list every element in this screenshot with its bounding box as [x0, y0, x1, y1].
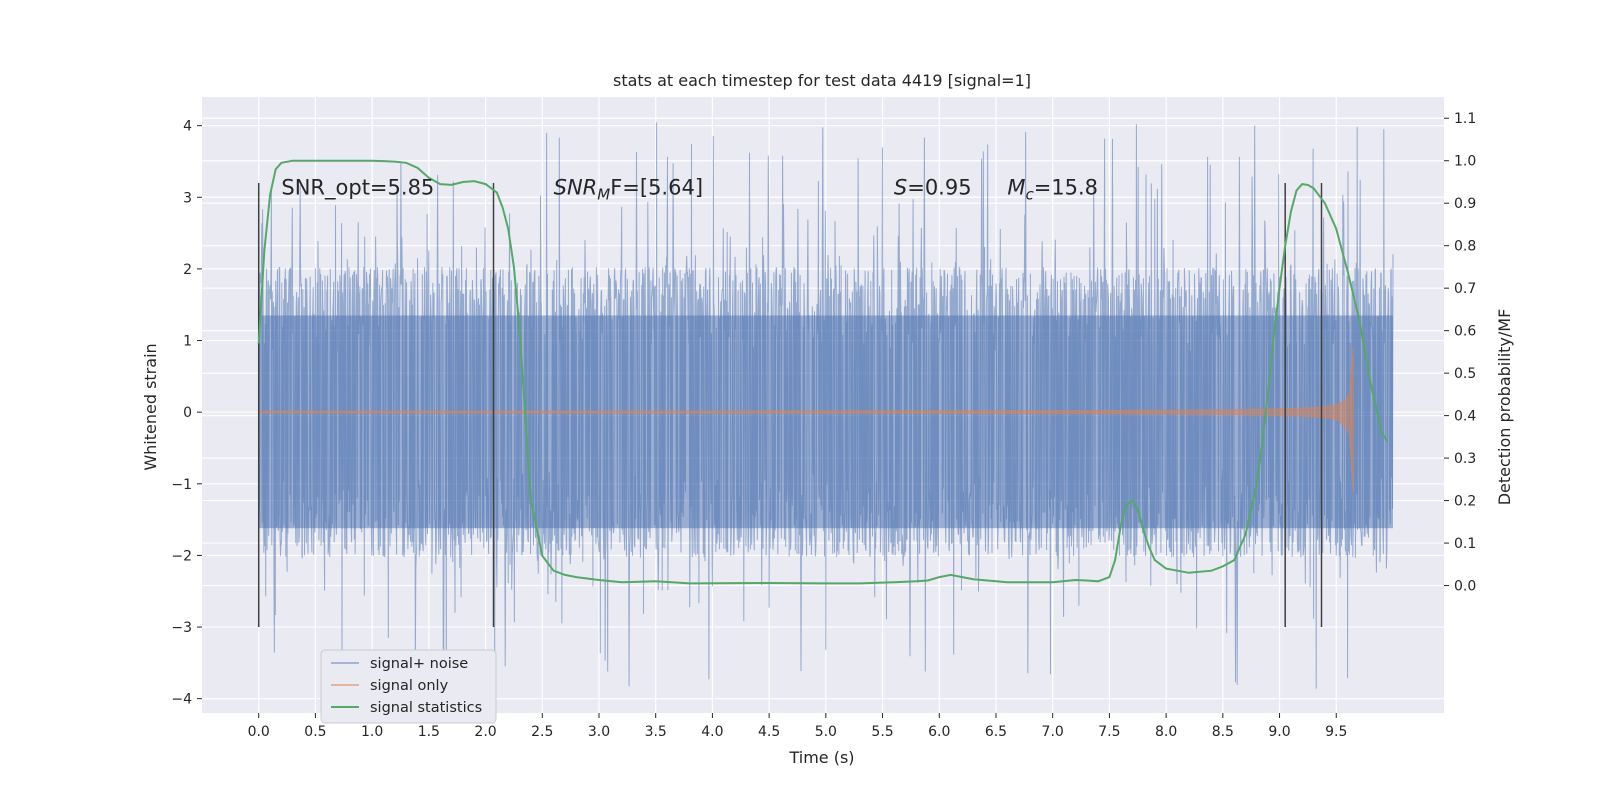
y-tick-label-7: 3 [183, 190, 192, 206]
legend: signal+ noise signal only signal statist… [320, 649, 497, 724]
y2-tick-label-11: 1.1 [1454, 111, 1476, 127]
y-tick-label-6: 2 [183, 262, 192, 278]
y-tick-label-1: −3 [171, 620, 192, 636]
y2-tick-label-5: 0.5 [1454, 366, 1476, 382]
x-tick-label-4: 2.0 [474, 724, 496, 740]
annotation-snr-mf-value: F=[5.64] [610, 176, 703, 200]
legend-label-signal-noise: signal+ noise [370, 656, 468, 672]
y-tick-label-4: 0 [183, 405, 192, 421]
annotation-snr-mf-symbol: SNR [554, 176, 598, 200]
annotation-mc-value: =15.8 [1034, 176, 1098, 200]
y2-tick-label-0: 0.0 [1454, 579, 1476, 595]
series-signal-noise-line [258, 122, 1394, 691]
x-axis-label: Time (s) [788, 748, 854, 767]
series-signal-statistics-line [257, 159, 1389, 585]
y2-tick-label-7: 0.7 [1454, 281, 1476, 297]
y2-tick-label-10: 1.0 [1454, 154, 1476, 170]
vertical-markers [257, 182, 1323, 628]
annotation-s: S=0.95 [894, 176, 972, 200]
x-tick-label-2: 1.0 [361, 724, 383, 740]
y2-tick-label-4: 0.4 [1454, 409, 1476, 425]
y2-tick-label-1: 0.1 [1454, 536, 1476, 552]
x-tick-label-16: 8.0 [1155, 724, 1177, 740]
y-tick-label-0: −4 [171, 692, 192, 708]
annotations: SNR_opt=5.85 SNRMF=[5.64] S=0.95 Mc=15.8 [281, 176, 1098, 204]
x-tick-label-13: 6.5 [985, 724, 1007, 740]
x-tick-label-3: 1.5 [418, 724, 440, 740]
x-tick-label-5: 2.5 [531, 724, 553, 740]
y-axis-label: Whitened strain [141, 343, 160, 470]
x-tick-label-19: 9.5 [1325, 724, 1347, 740]
x-tick-label-9: 4.5 [758, 724, 780, 740]
x-tick-label-1: 0.5 [304, 724, 326, 740]
y-tick-label-5: 1 [183, 334, 192, 350]
series-signal-only-line [258, 347, 1354, 493]
annotation-mc-symbol: M [1007, 176, 1025, 200]
annotation-mc-subscript: c [1025, 186, 1034, 204]
annotation-s-symbol: S [894, 176, 907, 200]
y-tick-label-8: 4 [183, 119, 192, 135]
ticks: 0.0 0.5 1.0 1.5 2.0 2.5 3.0 3.5 4.0 4.5 5.0 5.5 6.0 6… [171, 111, 1476, 740]
legend-box [320, 649, 497, 724]
legend-label-signal-statistics: signal statistics [370, 700, 482, 716]
x-tick-label-0: 0.0 [248, 724, 270, 740]
annotation-s-value: =0.95 [907, 176, 971, 200]
y2-tick-label-9: 0.9 [1454, 196, 1476, 212]
signal-noise-series [258, 122, 1394, 691]
signal-only-series [258, 347, 1354, 493]
y2-tick-label-6: 0.6 [1454, 324, 1476, 340]
annotation-snr-mf: SNRMF=[5.64] [554, 176, 703, 204]
x-tick-label-8: 4.0 [701, 724, 723, 740]
annotation-mc: Mc=15.8 [1007, 176, 1098, 204]
annotation-snr-opt: SNR_opt=5.85 [281, 176, 434, 201]
signal-statistics-series [257, 159, 1389, 585]
x-tick-label-14: 7.0 [1042, 724, 1064, 740]
y-tick-label-2: −2 [171, 548, 192, 564]
x-tick-label-18: 9.0 [1268, 724, 1290, 740]
x-tick-label-7: 3.5 [645, 724, 667, 740]
y2-tick-label-2: 0.2 [1454, 494, 1476, 510]
x-tick-label-17: 8.5 [1212, 724, 1234, 740]
legend-label-signal-only: signal only [370, 678, 449, 694]
x-tick-label-10: 5.0 [815, 724, 837, 740]
chart-title: stats at each timestep for test data 441… [613, 71, 1031, 90]
annotation-snr-mf-subscript: M [597, 186, 610, 204]
y-tick-label-3: −1 [171, 477, 192, 493]
x-tick-label-15: 7.5 [1098, 724, 1120, 740]
y2-axis-label: Detection probability/MF [1495, 309, 1514, 506]
x-tick-label-6: 3.0 [588, 724, 610, 740]
x-tick-label-12: 6.0 [928, 724, 950, 740]
y2-tick-label-8: 0.8 [1454, 239, 1476, 255]
y2-tick-label-3: 0.3 [1454, 451, 1476, 467]
x-tick-label-11: 5.5 [871, 724, 893, 740]
